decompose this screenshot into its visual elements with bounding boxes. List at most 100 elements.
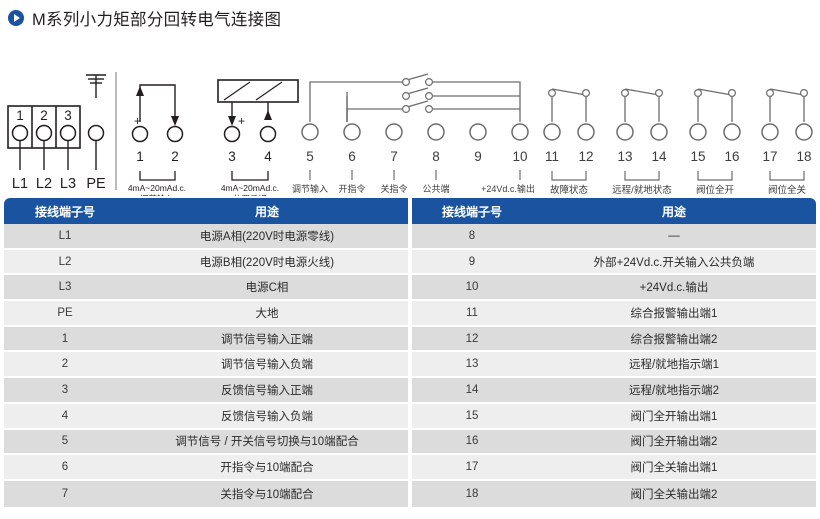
cell-right-use: 阀门全关输出端2 <box>532 480 816 507</box>
group1-caption: 4mA~20mAd.c. 调节输入 <box>128 183 186 196</box>
terminal-assignment-table: 接线端子号 用途 接线端子号 用途 L1 电源A相(220V时电源零线) 8— L2 电… <box>4 198 816 507</box>
cell-left-terminal: PE <box>4 301 126 327</box>
svg-text:15: 15 <box>690 149 705 164</box>
svg-text:1: 1 <box>136 149 144 164</box>
cell-left-terminal: 5 <box>4 429 126 456</box>
cell-left-use: 调节信号输入正端 <box>126 326 410 353</box>
svg-text:4: 4 <box>264 149 272 164</box>
svg-text:13: 13 <box>617 149 632 164</box>
switch-network-5-10 <box>309 73 521 122</box>
cell-left-use: 电源A相(220V时电源零线) <box>126 224 410 250</box>
svg-text:阀位全关: 阀位全关 <box>768 184 807 196</box>
svg-text:5: 5 <box>306 149 314 164</box>
svg-text:9: 9 <box>474 149 482 164</box>
cell-right-terminal: 16 <box>410 429 532 456</box>
table-row: 4 反馈信号输入负端 15 阀门全开输出端1 <box>4 403 816 430</box>
cell-left-use: 调节信号 / 开关信号切换与10端配合 <box>126 429 410 456</box>
group-4-20ma-regulate <box>139 84 176 122</box>
cell-left-use: 电源B相(220V时电源火线) <box>126 249 410 276</box>
table-header-left-use: 用途 <box>126 198 410 224</box>
group2-circles <box>223 125 277 143</box>
cell-right-terminal: 18 <box>410 480 532 507</box>
terminal-circles-5-10 <box>301 123 529 141</box>
power-block-leads <box>19 140 97 170</box>
pe-terminal-circle <box>87 124 105 142</box>
table-row: L2 电源B相(220V时电源火线) 9 外部+24Vd.c.开关输入公共负端 <box>4 249 816 276</box>
group1-polarity-plus: + <box>134 114 141 128</box>
terminal-assignment-table-wrap: 接线端子号 用途 接线端子号 用途 L1 电源A相(220V时电源零线) 8— L2 电… <box>4 198 816 507</box>
cell-right-use: 外部+24Vd.c.开关输入公共负端 <box>532 249 816 276</box>
cell-right-terminal: 9 <box>410 249 532 276</box>
table-header-right-use: 用途 <box>532 198 816 224</box>
svg-text:故障状态: 故障状态 <box>550 184 589 196</box>
svg-text:位置反馈: 位置反馈 <box>233 194 268 196</box>
cell-right-use: 阀门全关输出端1 <box>532 455 816 481</box>
cell-left-use: 关指令与10端配合 <box>126 480 410 507</box>
svg-text:10: 10 <box>512 149 527 164</box>
table-row: 2 调节信号输入负端 13 远程/就地指示端1 <box>4 352 816 379</box>
table-header-row: 接线端子号 用途 接线端子号 用途 <box>4 198 816 224</box>
table-row: 1 调节信号输入正端 12 综合报警输出端2 <box>4 326 816 353</box>
table-row: L3 电源C相 10 +24Vd.c.输出 <box>4 275 816 302</box>
cell-left-terminal: 4 <box>4 403 126 430</box>
cell-right-terminal: 17 <box>410 455 532 481</box>
svg-text:调节输入: 调节输入 <box>140 194 175 196</box>
cell-left-terminal: 7 <box>4 480 126 507</box>
cell-right-terminal: 13 <box>410 352 532 379</box>
cell-left-terminal: L2 <box>4 249 126 276</box>
svg-text:17: 17 <box>762 149 777 164</box>
svg-text:7: 7 <box>390 149 398 164</box>
table-row: 3 反馈信号输入正端 14 远程/就地指示端2 <box>4 378 816 404</box>
svg-text:2: 2 <box>171 149 179 164</box>
cell-left-use: 电源C相 <box>126 275 410 302</box>
table-row: L1 电源A相(220V时电源零线) 8— <box>4 224 816 250</box>
contact-points-5-10 <box>402 77 434 113</box>
svg-text:远程/就地状态: 远程/就地状态 <box>612 184 672 196</box>
group1-bracket <box>139 171 176 181</box>
cell-left-use: 反馈信号输入负端 <box>126 403 410 430</box>
svg-text:16: 16 <box>724 149 739 164</box>
table-row: 6 开指令与10端配合 17 阀门全关输出端1 <box>4 455 816 481</box>
svg-text:3: 3 <box>228 149 236 164</box>
table-row: 7 关指令与10端配合 18 阀门全关输出端2 <box>4 480 816 507</box>
power-block-circles <box>11 124 105 142</box>
cell-left-use: 反馈信号输入正端 <box>126 378 410 404</box>
table-row: PE 大地 11 综合报警输出端1 <box>4 301 816 327</box>
table-body: L1 电源A相(220V时电源零线) 8— L2 电源B相(220V时电源火线) 9 外部+… <box>4 224 816 507</box>
cell-right-terminal: 8 <box>410 224 532 250</box>
table-row: 5 调节信号 / 开关信号切换与10端配合 16 阀门全开输出端2 <box>4 429 816 456</box>
cell-right-terminal: 14 <box>410 378 532 404</box>
terminal-captions-5-10: 调节输入 开关输入 开指令 关指令 公共端 +24Vd.c.输出 <box>292 183 535 196</box>
contact-pair-15-16: 15 16 阀位全开 <box>689 88 741 196</box>
table-header-right-terminal: 接线端子号 <box>410 198 532 224</box>
group-position-feedback <box>217 79 299 118</box>
group2-caption: 4mA~20mAd.c. 位置反馈 <box>221 183 279 196</box>
arrow-up-term1 <box>136 86 144 96</box>
svg-text:L2: L2 <box>36 176 52 192</box>
cell-left-terminal: L1 <box>4 224 126 250</box>
cell-left-terminal: 6 <box>4 455 126 481</box>
contact-pair-13-14: 13 14 远程/就地状态 <box>612 88 672 196</box>
svg-text:L1: L1 <box>12 176 28 192</box>
cell-right-use: 阀门全开输出端1 <box>532 403 816 430</box>
svg-text:8: 8 <box>432 149 440 164</box>
svg-text:PE: PE <box>86 176 106 192</box>
power-block-labels: L1 L2 L3 PE <box>12 176 106 192</box>
arrow-down-term2 <box>171 116 179 126</box>
page-title-row: M系列小力矩部分回转电气连接图 <box>8 6 281 30</box>
cell-left-use: 调节信号输入负端 <box>126 352 410 379</box>
cell-left-terminal: L3 <box>4 275 126 302</box>
cell-left-terminal: 3 <box>4 378 126 404</box>
svg-text:4mA~20mAd.c.: 4mA~20mAd.c. <box>128 183 186 193</box>
svg-text:4mA~20mAd.c.: 4mA~20mAd.c. <box>221 183 279 193</box>
arrow-down-term3 <box>228 116 236 126</box>
arrow-up-term4 <box>264 110 272 120</box>
svg-text:调节输入: 调节输入 <box>292 183 328 194</box>
svg-text:11: 11 <box>545 149 559 164</box>
cell-left-use: 开指令与10端配合 <box>126 455 410 481</box>
